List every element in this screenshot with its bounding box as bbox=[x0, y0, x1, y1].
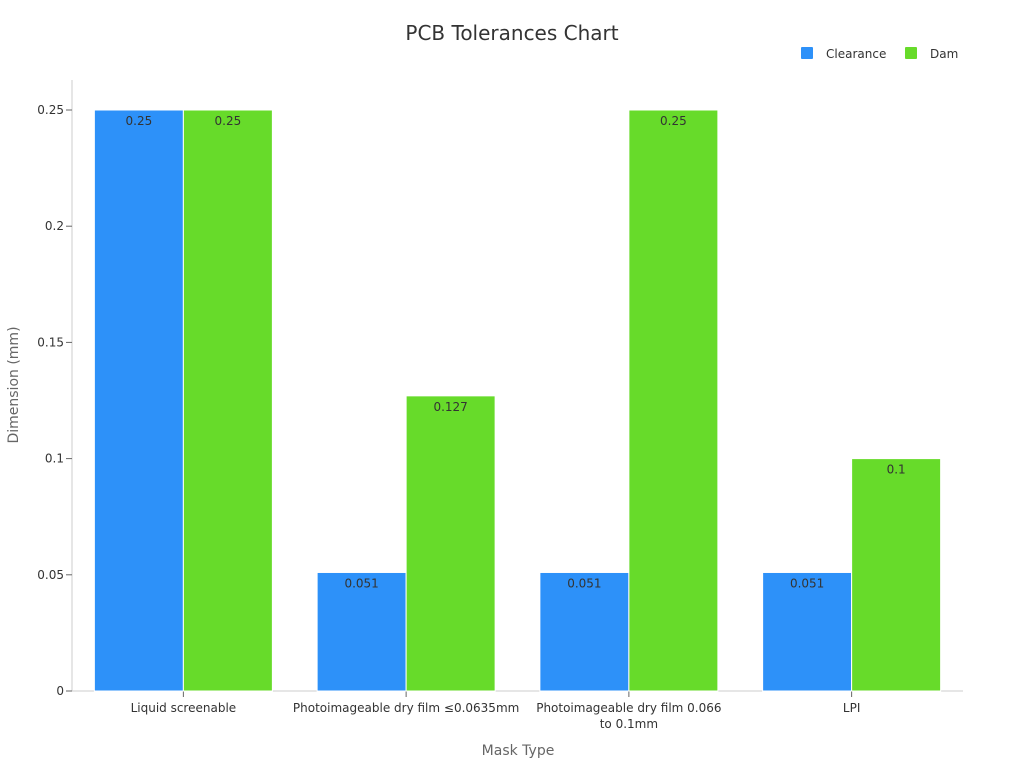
legend-label-dam[interactable]: Dam bbox=[930, 47, 958, 61]
y-tick-label: 0 bbox=[56, 684, 64, 698]
chart-title: PCB Tolerances Chart bbox=[405, 21, 618, 45]
data-label: 0.1 bbox=[887, 463, 906, 477]
bar-clearance-3 bbox=[762, 571, 853, 692]
bar-clearance-1 bbox=[316, 571, 407, 692]
data-labels: 0.25 0.25 0.051 0.127 0.051 0.25 0.051 0.1 bbox=[126, 114, 906, 590]
legend: Clearance Dam bbox=[801, 47, 958, 61]
y-tick-label: 0.1 bbox=[45, 452, 64, 466]
data-label: 0.25 bbox=[660, 114, 687, 128]
y-tick-label: 0.15 bbox=[37, 335, 64, 349]
bars bbox=[93, 109, 942, 692]
legend-swatch-dam bbox=[905, 47, 917, 59]
bar-dam-1 bbox=[405, 395, 496, 692]
legend-label-clearance[interactable]: Clearance bbox=[826, 47, 886, 61]
data-label: 0.051 bbox=[567, 576, 601, 590]
data-label: 0.25 bbox=[126, 114, 153, 128]
data-label: 0.051 bbox=[790, 576, 824, 590]
bar-clearance-2 bbox=[539, 571, 630, 692]
data-label: 0.051 bbox=[344, 576, 378, 590]
y-axis: 0 0.05 0.1 0.15 0.2 0.25 bbox=[37, 80, 73, 698]
x-tick-label: Liquid screenable bbox=[131, 701, 237, 715]
x-tick-label: Photoimageable dry film 0.066 to 0.1mm bbox=[536, 701, 721, 731]
y-axis-title: Dimension (mm) bbox=[6, 326, 22, 443]
data-label: 0.127 bbox=[433, 400, 467, 414]
y-tick-label: 0.05 bbox=[37, 568, 64, 582]
y-tick-label: 0.25 bbox=[37, 103, 64, 117]
legend-swatch-clearance bbox=[801, 47, 813, 59]
data-label: 0.25 bbox=[215, 114, 242, 128]
bar-clearance-0 bbox=[93, 109, 184, 692]
bar-dam-0 bbox=[182, 109, 273, 692]
y-tick-label: 0.2 bbox=[45, 219, 64, 233]
bar-dam-2 bbox=[628, 109, 719, 692]
x-tick-label: Photoimageable dry film ≤0.0635mm bbox=[293, 701, 519, 715]
bar-dam-3 bbox=[851, 458, 942, 692]
x-axis-title: Mask Type bbox=[482, 743, 555, 759]
x-tick-label: LPI bbox=[843, 701, 860, 715]
x-axis: Liquid screenable Photoimageable dry film… bbox=[72, 690, 963, 731]
